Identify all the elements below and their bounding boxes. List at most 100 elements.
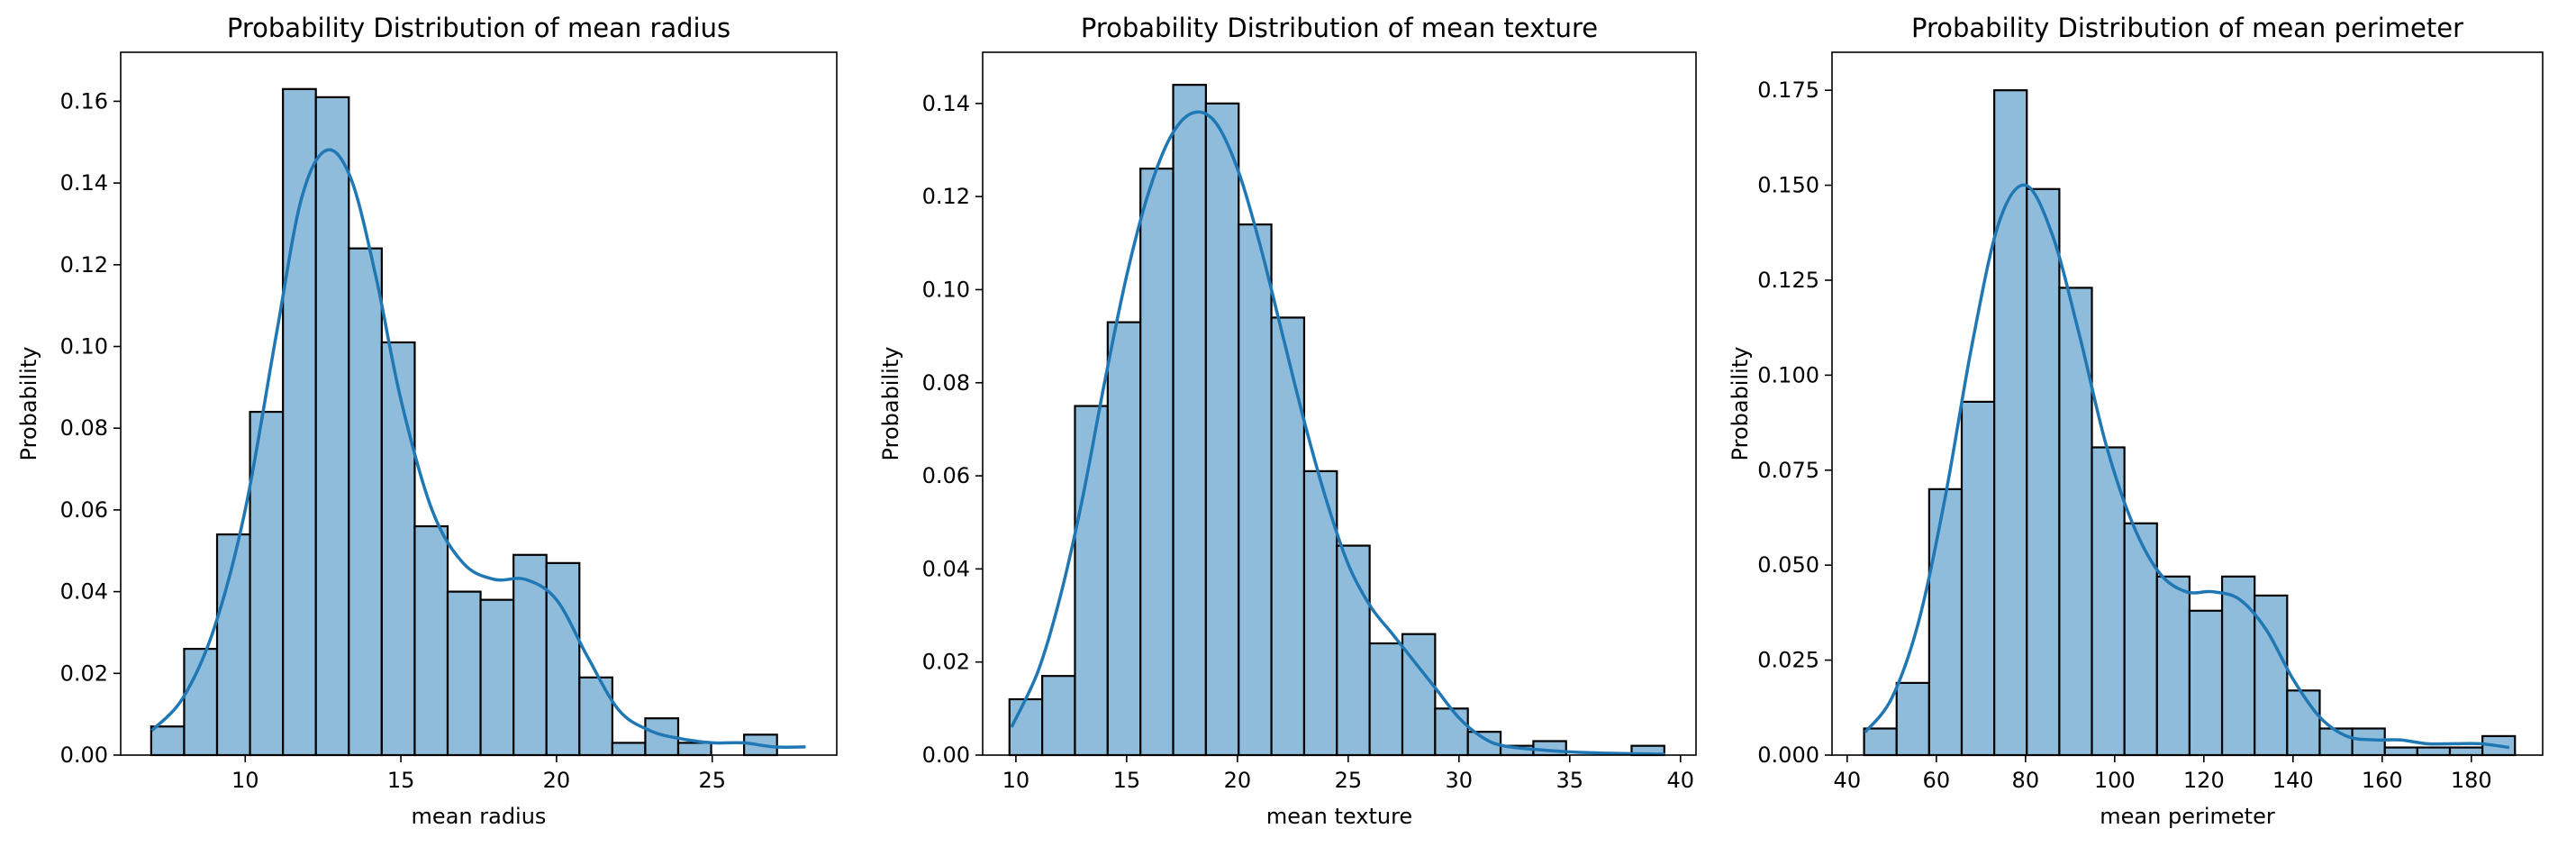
histogram-bar — [1106, 321, 1142, 757]
histogram-bar — [1993, 89, 2028, 757]
x-tick-label: 60 — [1923, 768, 1951, 793]
kde-curve — [1864, 183, 2510, 750]
x-tick-label: 15 — [1113, 768, 1141, 793]
chart-panel-1: 10 15 20 25 0.00 0.02 0.04 0.06 0.08 0.10 0.12 0.14… — [16, 13, 838, 829]
histogram-bars — [150, 87, 778, 757]
histogram-bar — [1434, 707, 1469, 757]
x-tick-label: 120 — [2183, 768, 2225, 793]
y-tick-label: 0.12 — [60, 252, 108, 278]
histogram-bar — [2026, 187, 2061, 757]
y-tick-label: 0.150 — [1757, 173, 1819, 198]
histogram-bar — [150, 725, 186, 757]
histogram-bar — [1532, 740, 1567, 757]
y-tick-label: 0.125 — [1757, 268, 1819, 293]
y-tick-label: 0.16 — [60, 88, 108, 114]
histogram-bar — [2091, 446, 2126, 757]
histogram-bar — [249, 410, 285, 757]
histogram-bar — [2448, 746, 2484, 757]
x-tick-label: 40 — [1834, 768, 1862, 793]
y-tick-label: 0.175 — [1757, 77, 1819, 103]
y-tick-label: 0.10 — [60, 334, 108, 360]
x-tick-label: 25 — [1335, 768, 1363, 793]
histogram-bar — [1270, 316, 1306, 757]
axes-frame — [1831, 51, 2544, 756]
histogram-bar — [578, 676, 613, 757]
histogram-bar — [1238, 223, 1273, 757]
x-axis-label: mean radius — [412, 804, 547, 829]
histogram-bar — [2123, 522, 2158, 757]
histogram-bar — [2416, 746, 2452, 757]
x-tick-label: 140 — [2272, 768, 2314, 793]
histogram-bars — [1863, 89, 2517, 757]
y-tick-label: 0.08 — [922, 370, 970, 396]
kde-curve — [150, 148, 806, 750]
histogram-bar — [1204, 102, 1240, 757]
histogram-bar — [1927, 487, 1964, 757]
histogram-bar — [1008, 697, 1044, 757]
x-tick-label: 100 — [2094, 768, 2136, 793]
chart-panel-2: 10 15 20 25 30 35 40 0.00 0.02 0.04 0.06 0.08 0.10 0.… — [878, 13, 1697, 829]
histogram-bar — [314, 96, 350, 757]
histogram-bar — [380, 341, 416, 757]
x-tick-label: 20 — [543, 768, 571, 793]
y-tick-label: 0.06 — [60, 497, 108, 523]
histogram-bar — [1401, 633, 1437, 757]
y-tick-label: 0.00 — [922, 742, 970, 768]
histogram-bar — [1139, 168, 1175, 757]
y-axis-label: Probability — [878, 347, 903, 461]
histogram-bar — [545, 561, 581, 757]
histogram-bar — [413, 524, 449, 757]
histogram-bar — [1172, 84, 1207, 757]
y-tick-label: 0.025 — [1757, 648, 1819, 673]
histogram-bar — [446, 590, 482, 757]
histogram-bar — [1336, 544, 1371, 757]
histogram-bar — [348, 247, 383, 757]
x-axis-label: mean texture — [1266, 804, 1412, 829]
histogram-bar — [2383, 746, 2418, 757]
y-tick-label: 0.02 — [60, 660, 108, 686]
y-axis-label: Probability — [1728, 347, 1753, 461]
y-tick-label: 0.02 — [922, 650, 970, 675]
y-tick-label: 0.075 — [1757, 458, 1819, 483]
y-tick-label: 0.050 — [1757, 552, 1819, 578]
histogram-bar — [2155, 575, 2191, 757]
x-tick-label: 15 — [387, 768, 415, 793]
histogram-bar — [611, 742, 647, 757]
x-tick-label: 10 — [231, 768, 259, 793]
histogram-bar — [1863, 727, 1898, 757]
y-tick-label: 0.00 — [60, 742, 108, 768]
x-tick-label: 10 — [1002, 768, 1030, 793]
x-tick-label: 180 — [2451, 768, 2492, 793]
x-tick-label: 20 — [1224, 768, 1252, 793]
histogram-bar — [1368, 642, 1404, 757]
x-axis-label: mean perimeter — [2100, 804, 2275, 829]
histogram-bar — [1041, 675, 1076, 757]
y-tick-label: 0.14 — [60, 170, 108, 196]
x-tick-label: 30 — [1446, 768, 1474, 793]
x-tick-label: 40 — [1667, 768, 1695, 793]
histogram-bars — [1008, 84, 1665, 757]
y-tick-label: 0.04 — [60, 579, 108, 605]
y-tick-label: 0.10 — [922, 277, 970, 302]
x-tick-label: 80 — [2012, 768, 2040, 793]
y-tick-label: 0.12 — [922, 184, 970, 209]
histogram-bar — [2351, 727, 2386, 757]
histogram-bar — [2220, 575, 2256, 757]
histogram-bar — [479, 598, 515, 757]
x-tick-label: 35 — [1556, 768, 1584, 793]
histogram-bar — [282, 87, 317, 757]
histogram-bar — [2058, 287, 2093, 757]
y-tick-label: 0.14 — [922, 91, 970, 116]
kde-curve — [1010, 110, 1665, 756]
chart-title: Probability Distribution of mean perimet… — [1911, 13, 2463, 43]
histogram-bar — [676, 742, 712, 757]
y-tick-label: 0.04 — [922, 556, 970, 581]
histogram-bar — [2188, 609, 2224, 757]
chart-panel-3: 40 60 80 100 120 140 160 180 0.000 0.025 0.050 0.07… — [1728, 13, 2544, 829]
y-axis-label: Probability — [16, 347, 41, 461]
x-tick-label: 160 — [2362, 768, 2403, 793]
histogram-bar — [1960, 400, 1996, 757]
x-tick-label: 25 — [698, 768, 726, 793]
histogram-bar — [2318, 727, 2354, 757]
